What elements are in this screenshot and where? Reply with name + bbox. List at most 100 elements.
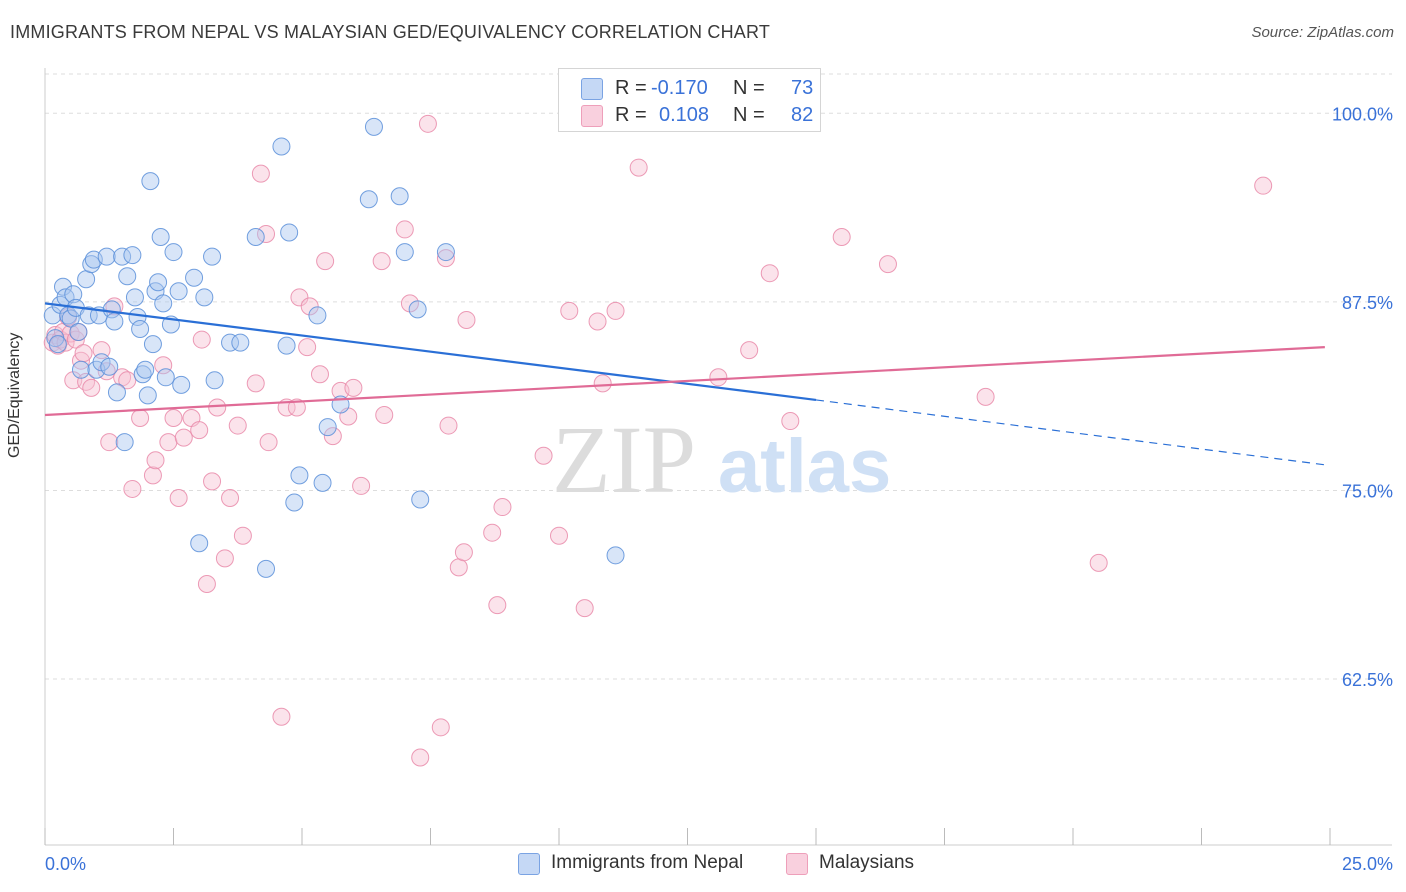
nepal-point [156,368,175,387]
malaysian-point [740,341,759,360]
nepal-point [395,243,414,262]
malaysian-point [629,158,648,177]
malaysian-point [143,466,162,485]
nepal-point [43,306,62,325]
malaysian-point [781,412,800,431]
nepal-point [151,227,170,246]
legend-label-nepal: Immigrants from Nepal [551,852,744,873]
malaysian-point [74,344,93,363]
nepal-point [77,270,96,289]
y-tick-label: 87.5% [1342,293,1393,313]
nepal-point [69,323,88,342]
nepal-point [48,335,67,354]
malaysian-point [56,333,75,352]
malaysian-point [197,574,216,593]
nepal-point [141,172,160,191]
nepal-point [164,243,183,262]
malaysian-point [588,312,607,331]
nepal-point [172,375,191,394]
malaysian-point [215,549,234,568]
legend-n-value: 73 [791,77,814,99]
legend-r-value: -0.170 [651,77,708,99]
nepal-point [231,333,250,352]
nepal-point [79,306,98,325]
malaysian-point [82,378,101,397]
nepal-point [169,282,188,301]
legend-n-label: N = [733,104,765,126]
nepal-point [257,559,276,578]
nepal-point [272,137,291,156]
malaysian-point [431,718,450,737]
malaysian-point [300,297,319,316]
nepal-trend-line [44,302,817,402]
malaysian-point [208,398,227,417]
nepal-point [102,300,121,319]
malaysian-point [154,356,173,375]
malaysian-point [832,227,851,246]
legend-swatch-nepal [581,78,603,100]
trend-layer [44,302,1325,466]
nepal-point [154,294,173,313]
malaysian-point [454,543,473,562]
nepal-point [61,309,80,328]
malaysian-point [1254,176,1273,195]
nepal-point [436,243,455,262]
legend-swatch-nepal [518,853,540,875]
nepal-point [408,300,427,319]
nepal-point [64,285,83,304]
nepal-point [221,333,240,352]
malaysian-point [411,748,430,767]
malaysian-point [251,164,270,183]
nepal-point [149,273,168,292]
nepal-point [313,473,332,492]
malaysian-point [418,114,437,133]
nepal-point [277,336,296,355]
nepal-point [285,493,304,512]
malaysian-point [310,365,329,384]
malaysian-point [560,301,579,320]
nepal-point [390,187,409,206]
nepal-point [280,223,299,242]
nepal-point [53,277,72,296]
malaysian-point [352,476,371,495]
malaysian-point [64,371,83,390]
malaysian-point [146,451,165,470]
malaysian-point [164,409,183,428]
axis-layer [44,68,1392,846]
x-tick-label: 0.0% [45,854,86,874]
watermark: ZIP atlas [552,406,891,513]
malaysian-point [246,374,265,393]
series-legend: Immigrants from Nepal Malaysians [518,850,938,876]
nepal-point [290,466,309,485]
nepal-point [100,357,119,376]
malaysian-point [457,310,476,329]
x-tick-label: 25.0% [1342,854,1393,874]
malaysian-point [550,526,568,545]
malaysian-point [449,558,468,577]
malaysian-point [290,288,309,307]
malaysian-trend-line [44,346,1325,417]
malaysian-point [190,421,209,440]
correlation-legend: R = -0.170 N = 73 R = 0.108 N = 82 [558,68,821,132]
tick-label-layer: 62.5% 75.0% 87.5% 100.0% 0.0% 25.0% [45,104,1393,874]
nepal-point [118,267,137,286]
nepal-point [246,227,265,246]
malaysian-point [66,330,85,349]
malaysian-point [976,387,995,406]
malaysian-point [257,224,276,243]
malaysian-point [1089,553,1108,572]
malaysian-point [606,301,625,320]
malaysian-point [439,416,458,435]
malaysian-point [483,523,502,542]
nepal-point [97,247,116,266]
malaysian-point [344,378,363,397]
malaysian-point [488,596,507,615]
malaysian-point [259,433,278,452]
nepal-point [205,371,224,390]
nepal-point [125,288,144,307]
malaysian-point [298,338,317,357]
nepal-point [136,360,155,379]
nepal-point [131,320,150,339]
malaysian-point [436,249,455,268]
